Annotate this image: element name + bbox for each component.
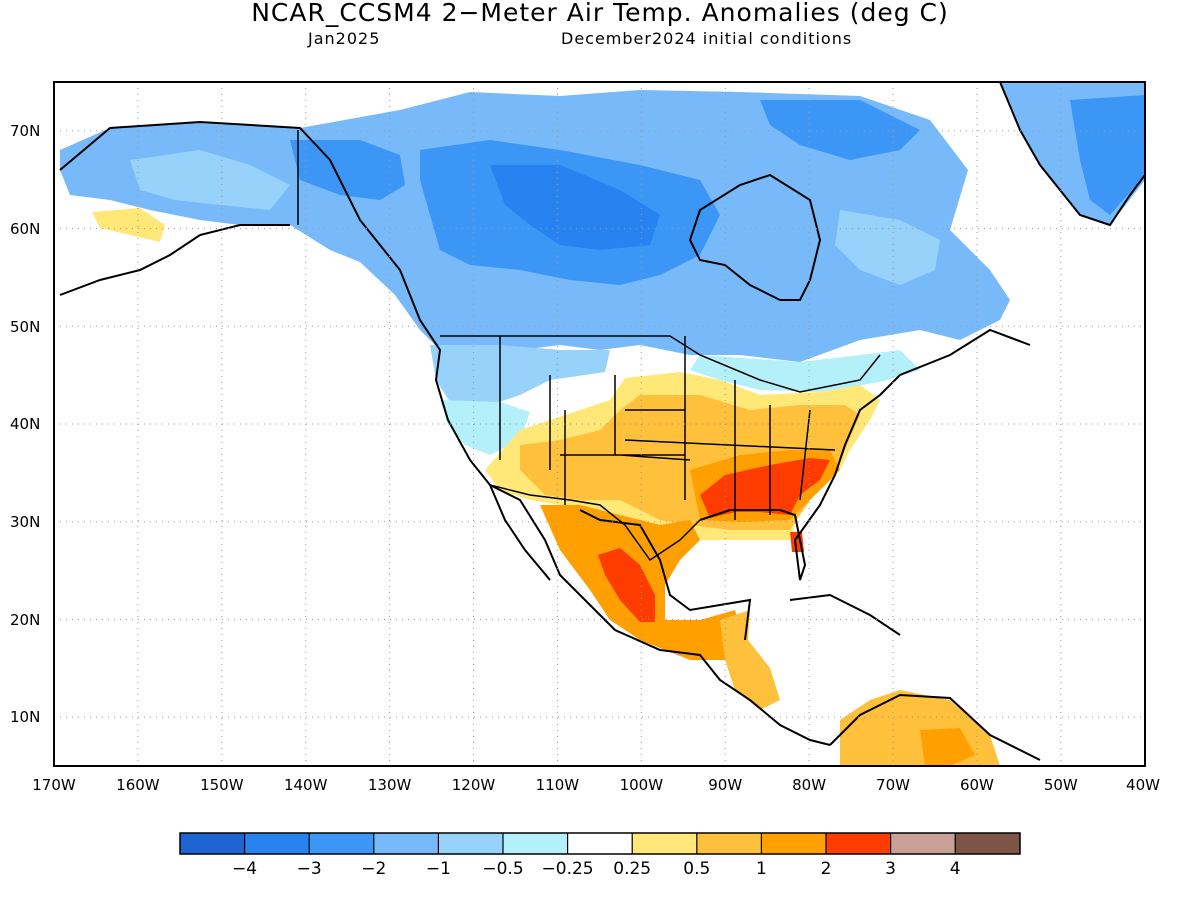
lon-labels: 170W 160W 150W 140W 130W 120W 110W 100W … (32, 776, 1160, 794)
colorbar-label-10: 2 (821, 859, 832, 879)
lat-label-30n: 30N (10, 513, 40, 531)
hot-region-mexico (598, 548, 655, 622)
border-us-canada (440, 335, 881, 393)
warm-region-south-america (840, 690, 1000, 766)
lon-label-90w: 90W (708, 776, 742, 794)
lon-label-40w: 40W (1126, 776, 1160, 794)
colorbar-label-12: 4 (950, 859, 961, 879)
cool-region-nw-us (440, 400, 530, 455)
boundaries (297, 130, 881, 562)
coastline-cuba (789, 593, 901, 636)
coastline-south-america (829, 693, 1041, 761)
colorbar-frame (179, 832, 1021, 855)
colorbar-swatch-2 (244, 833, 310, 854)
colorbar-swatch-5 (438, 833, 503, 854)
colorbar-label-11: 3 (885, 859, 896, 879)
colorbar-swatch-3 (309, 833, 374, 854)
colorbar-label-6: −0.25 (542, 859, 594, 879)
lon-label-160w: 160W (116, 776, 160, 794)
colorbar-label-1: −4 (232, 859, 257, 879)
lon-label-140w: 140W (284, 776, 328, 794)
map-title: NCAR_CCSM4 2−Meter Air Temp. Anomalies (… (251, 0, 949, 27)
colorbar-swatch-7 (567, 833, 633, 854)
initial-conditions: December2024 initial conditions (561, 29, 853, 48)
colorbar-label-3: −2 (361, 859, 386, 879)
lon-label-80w: 80W (792, 776, 826, 794)
lat-label-10n: 10N (10, 708, 40, 726)
cool-region-quebec (835, 210, 940, 285)
lat-labels: 70N 60N 50N 40N 30N 20N 10N (10, 122, 40, 726)
colorbar-label-7: 0.25 (613, 859, 651, 879)
coastlines (59, 82, 1145, 761)
colorbar-swatch-11 (826, 833, 891, 854)
colorbar-swatch-1 (180, 833, 245, 854)
lon-label-60w: 60W (960, 776, 994, 794)
coastline-alaska (59, 224, 290, 296)
forecast-month: Jan2025 (308, 29, 381, 48)
lat-label-70n: 70N (10, 122, 40, 140)
coastline-hudson-bay (688, 173, 822, 301)
colorbar-swatch-9 (696, 833, 762, 854)
colorbar-label-2: −3 (297, 859, 322, 879)
coldest-region-nunavut (490, 165, 660, 250)
lon-label-130w: 130W (368, 776, 412, 794)
colorbar-label-5: −0.5 (482, 859, 523, 879)
coastline-east (699, 328, 1031, 581)
coastline-greenland (999, 82, 1145, 227)
coastline-baja (489, 484, 551, 581)
lon-label-150w: 150W (200, 776, 244, 794)
colorbar-label-4: −1 (426, 859, 451, 879)
warm-region-alaska (92, 208, 165, 242)
lon-label-50w: 50W (1044, 776, 1078, 794)
colorbar-swatch-13 (955, 833, 1020, 854)
graticule (54, 82, 1145, 766)
warm-region-central-america (720, 610, 780, 710)
colorbar-swatch-4 (373, 833, 439, 854)
lon-label-100w: 100W (620, 776, 664, 794)
colorbar-swatch-12 (890, 833, 956, 854)
lon-label-120w: 120W (452, 776, 496, 794)
lon-label-170w: 170W (32, 776, 76, 794)
colorbar-swatch-6 (503, 833, 568, 854)
hot-region-southeast (700, 458, 830, 518)
cool-region-west (430, 345, 610, 405)
colorbar-label-9: 1 (756, 859, 767, 879)
border-us-mexico (489, 484, 701, 562)
coastline-gulf (579, 509, 752, 641)
colorbar-label-8: 0.5 (683, 859, 710, 879)
cool-region-lakes (690, 350, 920, 392)
colder-region-greenland (1070, 95, 1145, 215)
state-lines (499, 336, 836, 520)
lon-label-70w: 70W (876, 776, 910, 794)
lat-label-50n: 50N (10, 318, 40, 336)
colder-region-east (760, 100, 920, 160)
plot-frame (53, 81, 1146, 767)
cool-region-alaska (130, 150, 290, 210)
colorbar: −4 −3 −2 −1 −0.5 −0.25 0.25 0.5 1 2 3 4 (179, 832, 1021, 879)
colder-region-yukon (290, 140, 405, 200)
lat-label-60n: 60N (10, 220, 40, 238)
colorbar-swatch-10 (761, 833, 826, 854)
anomaly-shading (60, 82, 1145, 766)
lat-label-40n: 40N (10, 415, 40, 433)
lon-label-110w: 110W (536, 776, 580, 794)
lat-label-20n: 20N (10, 611, 40, 629)
warmer-region-south-america (920, 728, 975, 766)
colorbar-swatch-8 (632, 833, 697, 854)
